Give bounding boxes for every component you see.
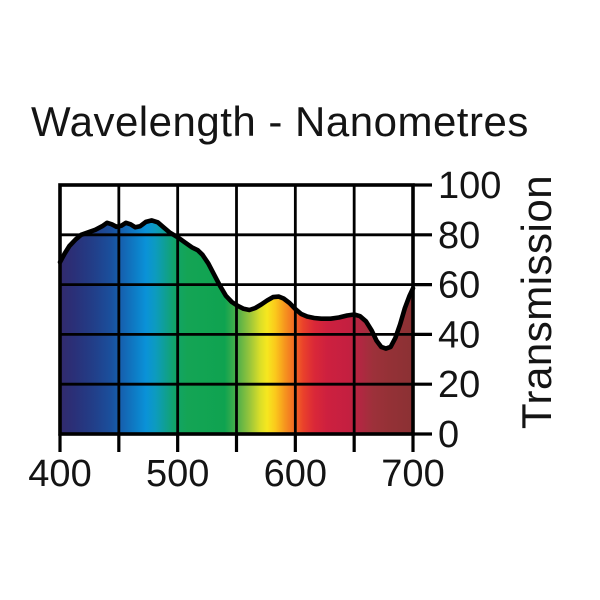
x-tick-label: 400 bbox=[28, 453, 91, 495]
y-tick-label: 0 bbox=[438, 414, 459, 456]
x-tick-label: 500 bbox=[146, 453, 209, 495]
transmission-curve bbox=[57, 218, 416, 351]
x-tick-label: 700 bbox=[381, 453, 444, 495]
y-tick-label: 80 bbox=[438, 215, 480, 257]
y-tick-label: 20 bbox=[438, 364, 480, 406]
y-axis-label: Transmission bbox=[513, 174, 560, 430]
y-tick-label: 100 bbox=[438, 165, 501, 207]
chart-title: Wavelength - Nanometres bbox=[31, 98, 529, 145]
y-tick-label: 40 bbox=[438, 314, 480, 356]
x-tick-label: 600 bbox=[264, 453, 327, 495]
y-tick-label: 60 bbox=[438, 265, 480, 307]
